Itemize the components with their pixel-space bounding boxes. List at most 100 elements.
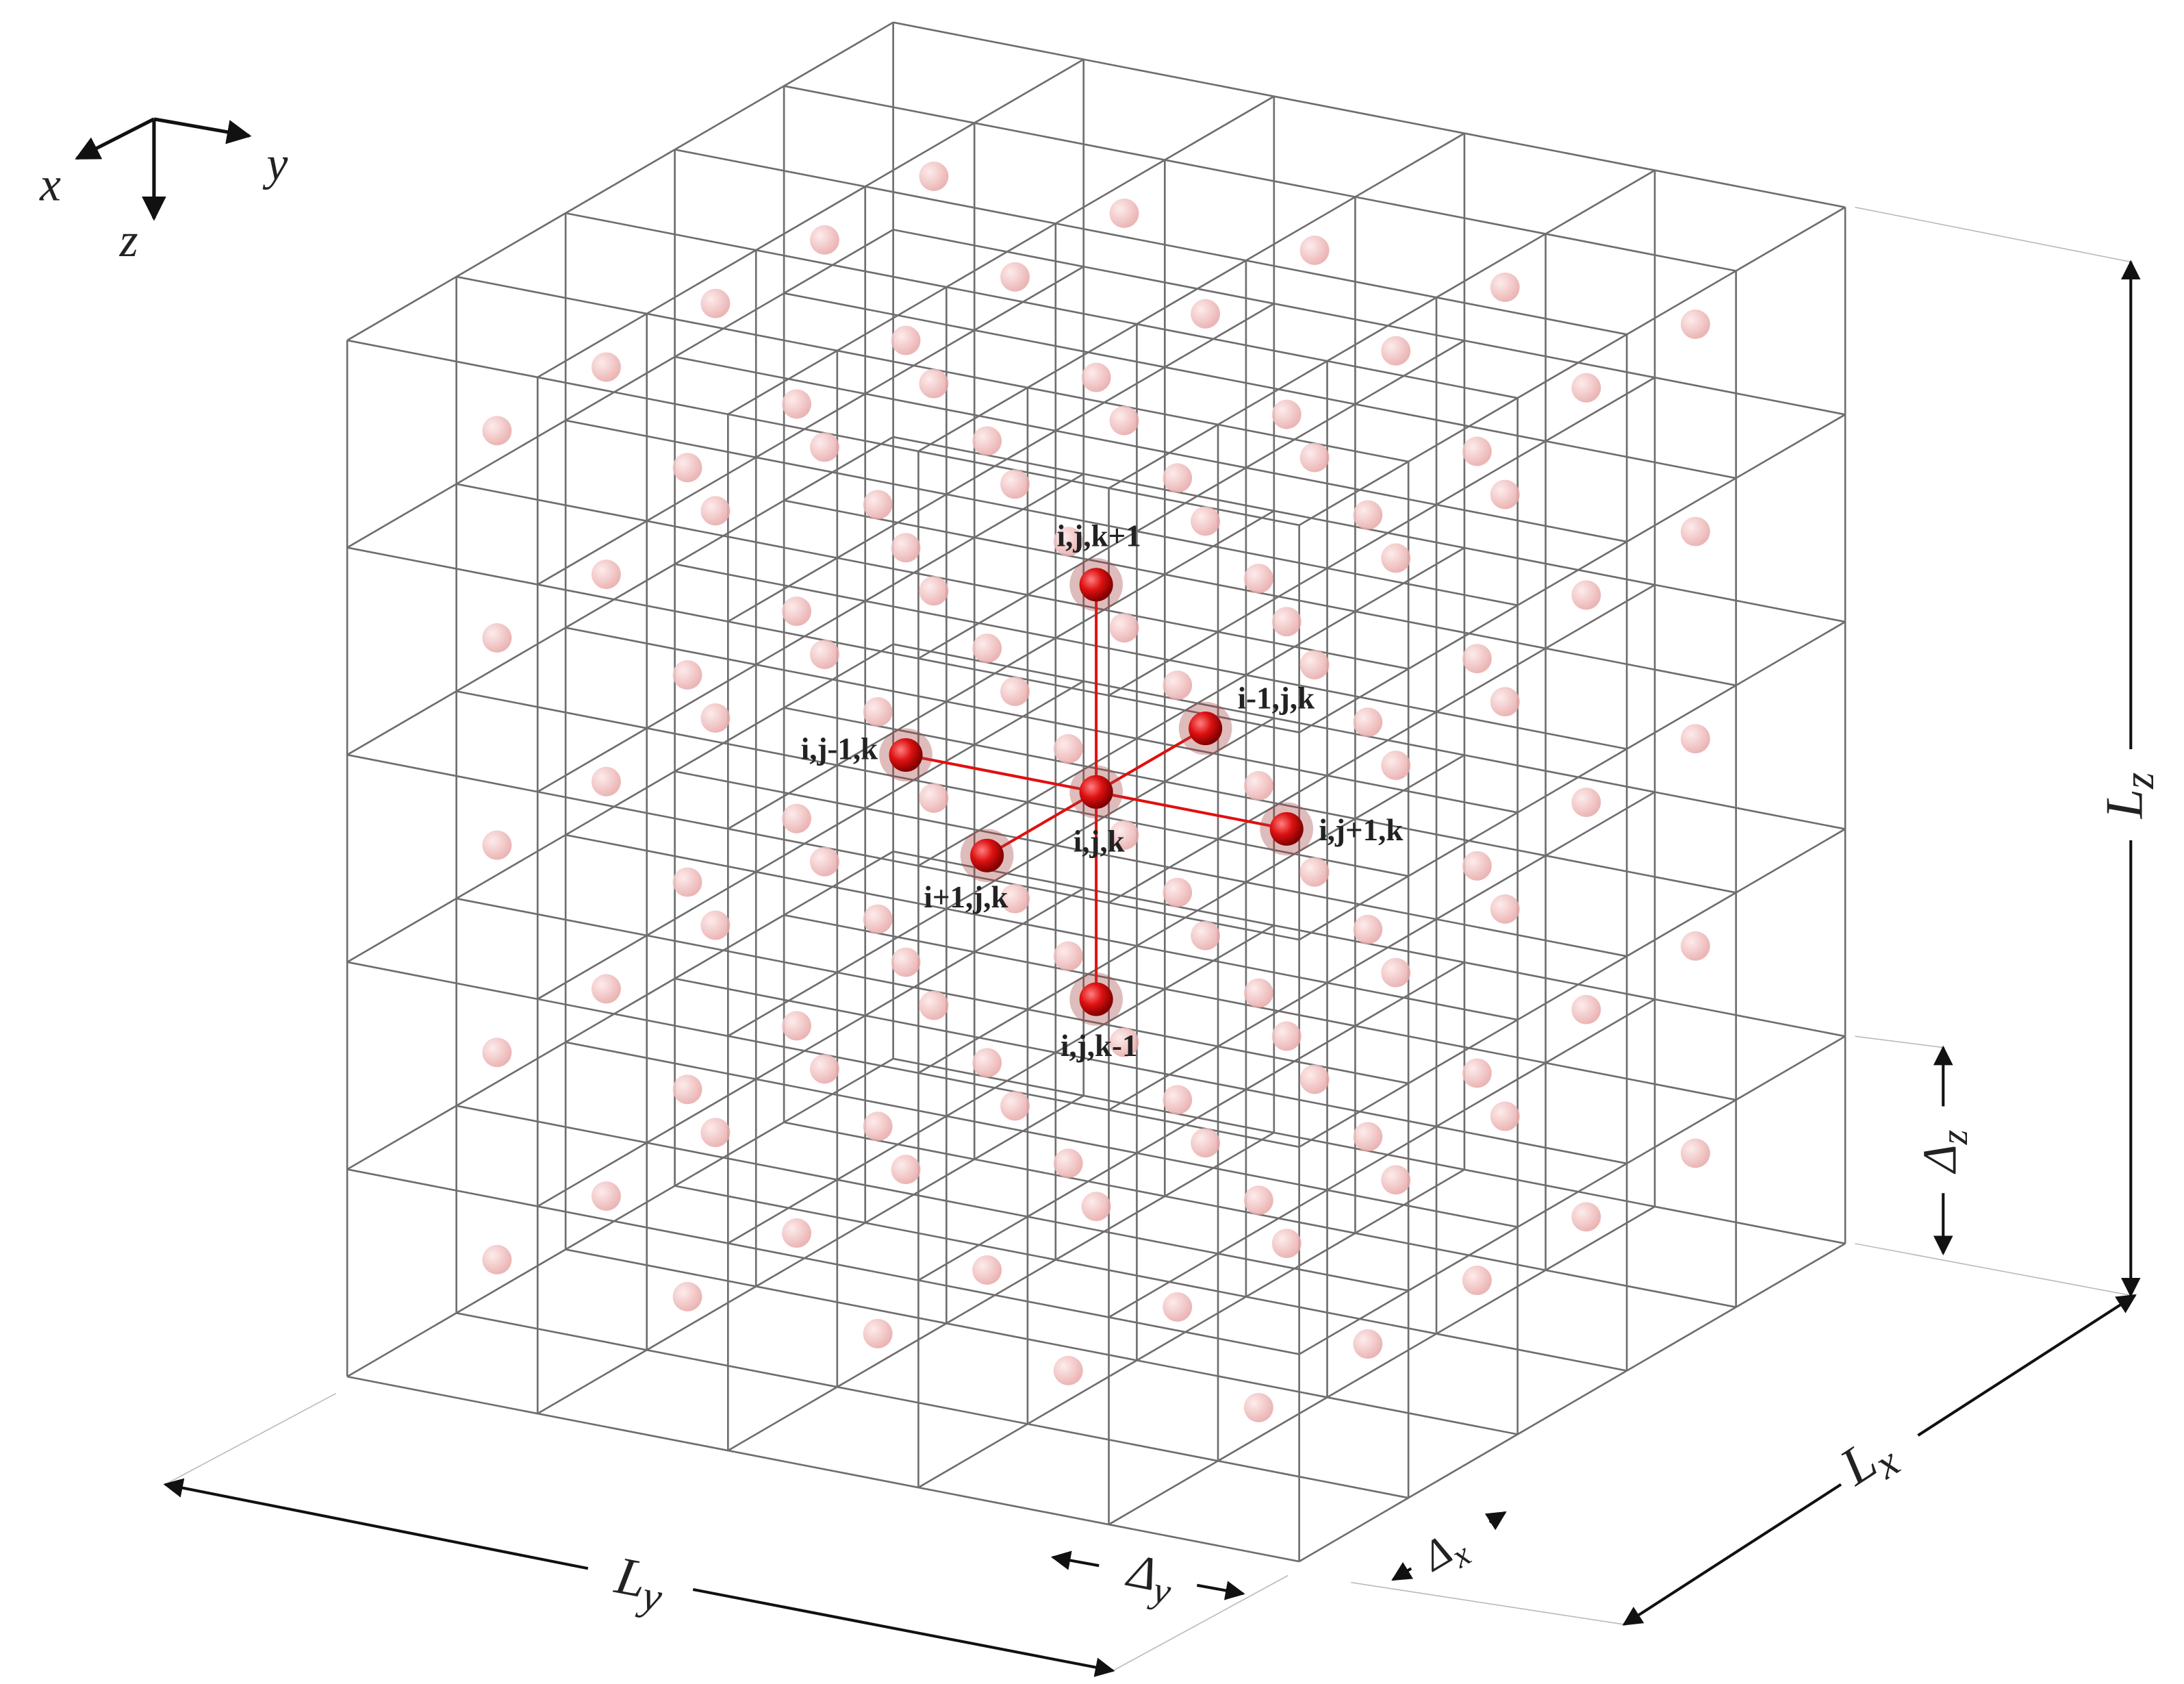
- sphere: [891, 325, 921, 355]
- sphere: [1381, 543, 1411, 573]
- node: [1269, 812, 1304, 846]
- dx-arrow: [1391, 1561, 1414, 1581]
- grid-line: [565, 1041, 1518, 1229]
- sphere: [482, 623, 512, 653]
- grid-line: [346, 436, 894, 756]
- sphere: [591, 1181, 621, 1211]
- sphere: [782, 1011, 812, 1041]
- node-label: i,j,k: [1074, 824, 1125, 858]
- sphere: [1299, 442, 1330, 473]
- dimension-label: Δx: [1412, 1520, 1477, 1589]
- dimension-arrows: [163, 260, 2141, 1677]
- dy-arrow: [1050, 1550, 1100, 1570]
- sphere: [1081, 1192, 1111, 1222]
- sphere: [891, 1155, 921, 1185]
- sphere: [1299, 857, 1330, 887]
- sphere: [1381, 336, 1411, 366]
- grid-line: [346, 1375, 1299, 1563]
- ext-line: [1855, 206, 2131, 263]
- dim-sub: z: [2116, 772, 2163, 790]
- sphere: [700, 703, 731, 733]
- sphere: [1571, 788, 1601, 817]
- sphere: [1000, 469, 1030, 499]
- node: [1079, 775, 1113, 809]
- sphere: [1571, 994, 1601, 1025]
- lx-arrow: [1917, 1294, 2137, 1437]
- ext-line: [1113, 1574, 1288, 1672]
- grid-line: [674, 770, 1627, 957]
- sphere: [1462, 644, 1492, 674]
- sphere: [1271, 1021, 1301, 1051]
- sphere: [1081, 362, 1111, 392]
- dx-arrow: [1484, 1511, 1507, 1531]
- sphere: [863, 904, 893, 934]
- dim-main: L: [2095, 789, 2154, 819]
- dimension-label: Ly: [609, 1545, 670, 1621]
- grid-line: [727, 303, 1275, 623]
- sphere: [1462, 1058, 1492, 1088]
- grid-line: [727, 510, 1275, 830]
- grid-line: [1108, 998, 1655, 1318]
- grid-line: [565, 419, 1518, 607]
- stencil-link: [1095, 790, 1287, 831]
- sphere: [1000, 1091, 1030, 1121]
- ext-line: [1351, 1581, 1625, 1625]
- sphere: [1299, 235, 1330, 265]
- node-label: i,j+1,k: [1319, 813, 1403, 847]
- sphere: [809, 225, 839, 255]
- grid-line: [917, 1168, 1465, 1489]
- sphere: [1243, 564, 1273, 594]
- sphere: [1462, 851, 1492, 881]
- ly-arrow: [163, 1478, 589, 1570]
- node: [889, 738, 923, 772]
- dy-arrow: [1196, 1581, 1245, 1600]
- sphere: [919, 576, 949, 606]
- sphere: [1381, 751, 1411, 781]
- sphere: [1490, 1101, 1520, 1131]
- sphere: [1271, 399, 1301, 429]
- sphere: [1000, 677, 1030, 707]
- sphere: [809, 1054, 839, 1084]
- sphere: [972, 1048, 1002, 1078]
- node-label: i,j,k-1: [1061, 1029, 1137, 1063]
- sphere: [809, 432, 839, 462]
- grid-line: [917, 546, 1465, 867]
- node: [1079, 982, 1113, 1016]
- x-arrow: [75, 117, 155, 160]
- sphere: [672, 867, 702, 897]
- sphere: [1053, 527, 1083, 557]
- grid-line: [727, 925, 1275, 1244]
- sphere: [972, 1255, 1002, 1285]
- grid-line: [1108, 1205, 1655, 1526]
- sphere: [1680, 1138, 1710, 1168]
- sphere: [782, 596, 812, 627]
- sphere: [1490, 479, 1520, 510]
- grid-line: [346, 851, 894, 1170]
- sphere: [1490, 272, 1520, 302]
- sphere: [700, 288, 731, 318]
- sphere: [809, 640, 839, 670]
- grid-line: [893, 229, 1846, 416]
- sphere: [482, 830, 512, 860]
- grid-line: [346, 229, 894, 549]
- grid-line: [1108, 583, 1655, 904]
- sphere: [672, 453, 702, 483]
- sphere: [782, 803, 812, 833]
- sphere: [863, 1111, 893, 1142]
- node-labels: i,j,k i,j,k+1 i,j,k-1 i,j-1,k i,j+1,k i-1,j,k…: [801, 519, 1404, 1063]
- node-label: i+1,j,k: [924, 880, 1008, 914]
- sphere: [1191, 920, 1221, 951]
- dimension-label: Δy: [1120, 1544, 1178, 1613]
- sphere: [1163, 670, 1193, 701]
- grid-line: [917, 962, 1465, 1281]
- sphere: [863, 1318, 893, 1348]
- sphere: [672, 659, 702, 690]
- grid-line: [537, 888, 1084, 1207]
- sphere: [591, 560, 621, 590]
- sphere: [1299, 1064, 1330, 1094]
- sphere: [482, 1038, 512, 1068]
- grid-line: [537, 473, 1084, 793]
- grid-line: [456, 1105, 1409, 1292]
- grid-line: [565, 833, 1518, 1021]
